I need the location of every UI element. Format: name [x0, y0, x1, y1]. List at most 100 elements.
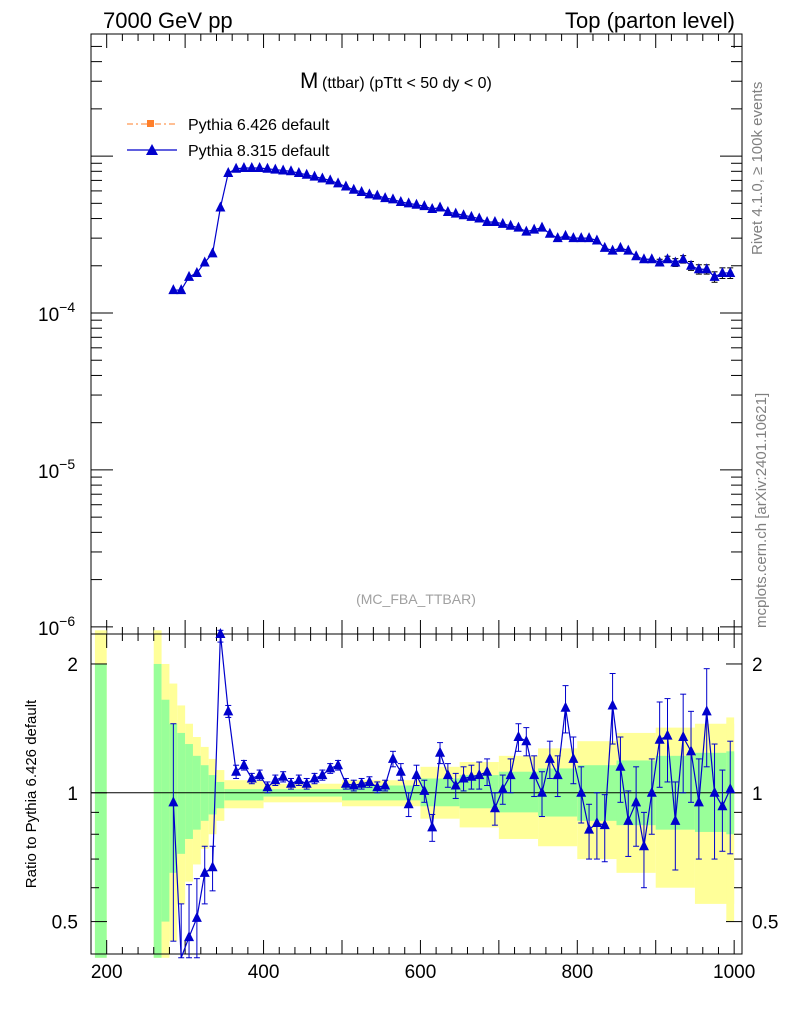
ratio-data-point: [497, 783, 508, 794]
main-data-point: [333, 177, 344, 188]
main-data-point: [638, 253, 649, 264]
main-y-tick-exponent: −5: [59, 456, 75, 472]
ratio-data-point: [442, 769, 453, 780]
ratio-data-point: [184, 931, 195, 942]
ratio-panel: 0.5 0.5 1 1 2 2 200 400 600 800 1000 Ratio to Pyt…: [23, 628, 778, 983]
main-data-point: [309, 170, 320, 181]
ratio-data-point: [325, 762, 336, 773]
ratio-data-point: [262, 781, 273, 792]
main-data-point: [584, 232, 595, 243]
ratio-data-point: [435, 746, 446, 757]
main-data-point: [435, 201, 446, 212]
main-data-point: [709, 270, 720, 281]
ratio-data-point: [348, 779, 359, 790]
ratio-data-point: [246, 772, 257, 783]
main-data-point: [403, 197, 414, 208]
ratio-data-point: [631, 796, 642, 807]
header-process: Top (parton level): [565, 8, 735, 33]
legend-marker-pythia6: [147, 120, 154, 127]
main-data-point: [474, 212, 485, 223]
main-data-point: [725, 266, 736, 277]
main-data-point: [670, 256, 681, 267]
ratio-data-point: [529, 769, 540, 780]
main-data-point: [262, 162, 273, 173]
main-y-tick-label: 10−5: [38, 456, 75, 483]
main-data-point: [380, 192, 391, 203]
ratio-band-green: [185, 744, 193, 839]
ratio-data-point: [466, 770, 477, 781]
ratio-data-point: [364, 775, 375, 786]
ratio-data-point: [356, 777, 367, 788]
chart-title-main: M: [300, 68, 318, 93]
ratio-data-point: [215, 628, 226, 638]
ratio-data-point: [725, 783, 736, 794]
main-axis-ticks: [91, 33, 742, 635]
main-data-point: [560, 229, 571, 240]
ratio-data-point: [317, 769, 328, 780]
main-data-point: [717, 266, 728, 277]
ratio-series-pythia8: [168, 628, 736, 959]
ratio-data-point: [591, 816, 602, 827]
ratio-data-point: [231, 765, 242, 776]
main-data-point: [686, 259, 697, 270]
ratio-y-tick-label-left: 0.5: [52, 913, 78, 934]
ratio-data-point: [693, 796, 704, 807]
legend-item-pythia8: Pythia 8.315 default: [127, 143, 330, 160]
ratio-band-green: [208, 775, 217, 815]
legend-marker-pythia8: [146, 144, 158, 155]
ratio-data-point: [670, 814, 681, 825]
main-data-point: [199, 256, 210, 267]
ratio-data-point: [427, 821, 438, 832]
ratio-band-green: [216, 781, 225, 809]
main-data-point: [482, 216, 493, 227]
main-data-point: [568, 232, 579, 243]
ratio-data-point: [387, 752, 398, 763]
main-data-point: [442, 206, 453, 217]
ratio-data-point: [701, 705, 712, 716]
ratio-data-point: [278, 770, 289, 781]
ratio-data-point: [686, 745, 697, 756]
main-data-point: [238, 161, 249, 172]
ratio-y-tick-labels: 0.5 0.5 1 1 2 2: [52, 655, 779, 934]
ratio-data-point: [599, 819, 610, 830]
main-data-point: [662, 253, 673, 264]
main-data-point: [317, 172, 328, 183]
ratio-data-point: [576, 786, 587, 797]
ratio-data-point: [521, 735, 532, 746]
main-data-point: [678, 253, 689, 264]
ratio-data-point: [207, 861, 218, 872]
main-data-point: [168, 284, 179, 295]
main-data-point: [286, 165, 297, 176]
ratio-data-point: [607, 699, 618, 710]
ratio-uncertainty-bands: [94, 630, 735, 958]
ratio-data-point: [615, 760, 626, 771]
ratio-data-point: [584, 823, 595, 834]
ratio-y-tick-label-left: 2: [67, 655, 78, 676]
ratio-data-point: [450, 779, 461, 790]
main-panel: 10−4 10−5 10−6 M (ttbar) (pTtt < 50 dy < 0…: [38, 33, 743, 640]
main-data-point: [340, 180, 351, 191]
ratio-data-point: [623, 814, 634, 825]
ratio-data-point: [560, 701, 571, 712]
ratio-data-point: [403, 798, 414, 809]
main-series-pythia8: [168, 161, 736, 295]
ratio-data-point: [395, 765, 406, 776]
main-data-point: [654, 256, 665, 267]
main-data-point: [254, 161, 265, 172]
ratio-data-point: [662, 729, 673, 740]
ratio-data-point: [505, 769, 516, 780]
analysis-watermark: (MC_FBA_TTBAR): [356, 591, 476, 607]
mcplots-source-label: mcplots.cern.ch [arXiv:2401.10621]: [753, 393, 770, 628]
ratio-data-point: [254, 769, 265, 780]
ratio-data-point: [678, 731, 689, 742]
header-energy: 7000 GeV pp: [103, 8, 233, 33]
main-data-point: [207, 247, 218, 258]
ratio-y-tick-label-right: 1: [752, 784, 763, 805]
main-data-point: [615, 241, 626, 252]
main-data-point: [411, 198, 422, 209]
ratio-data-point: [419, 784, 430, 795]
legend-item-pythia6: Pythia 6.426 default: [127, 117, 330, 134]
ratio-data-point: [474, 769, 485, 780]
main-data-point: [246, 161, 257, 172]
ratio-band-green: [153, 663, 162, 958]
